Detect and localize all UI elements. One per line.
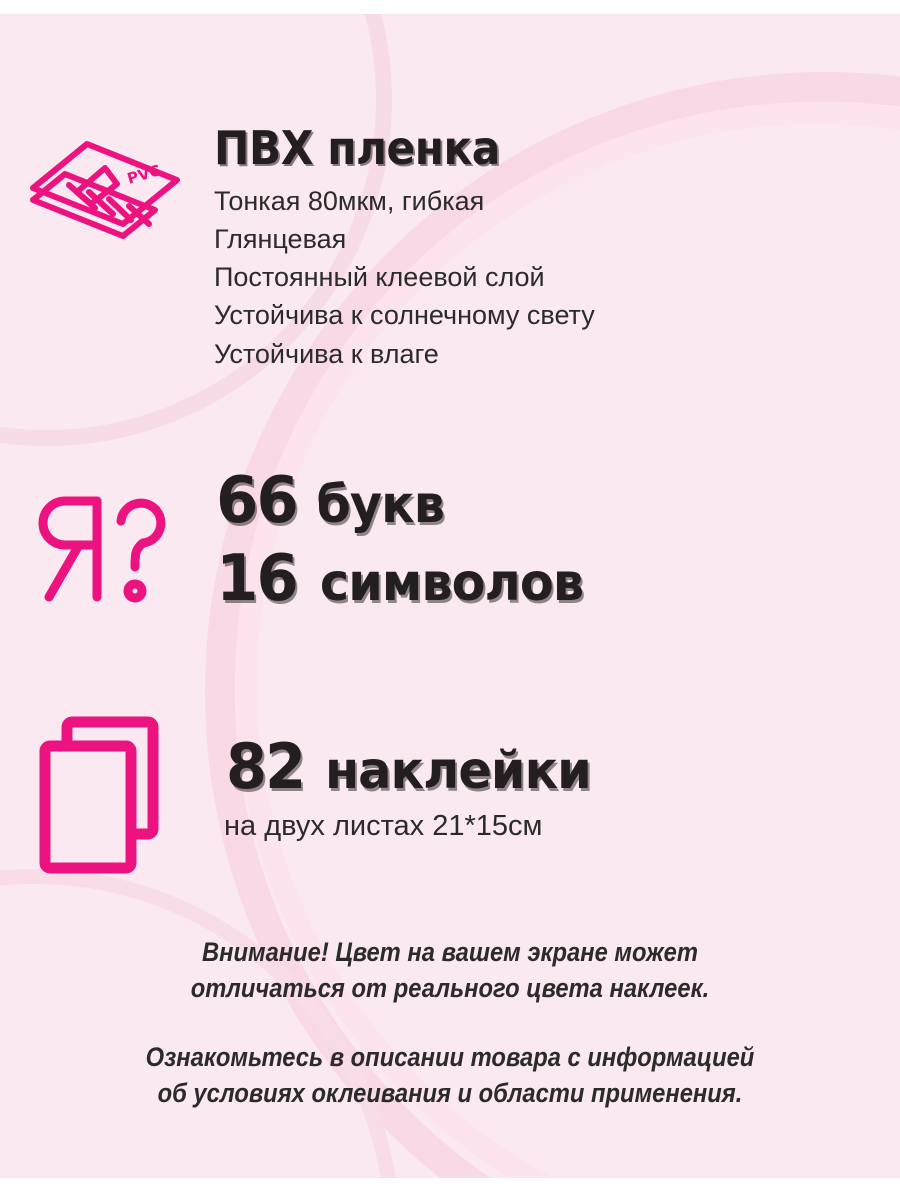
pvc-film-text: ПВХ пленка Тонкая 80мкм, гибкая Глянцева…	[210, 124, 900, 373]
feature-item: Постоянный клеевой слой	[214, 262, 545, 293]
count-word: букв	[316, 475, 445, 535]
notice-line: отличаться от реального цвета наклеек.	[190, 973, 710, 1004]
notice-line: об условиях оклеивания и области примене…	[157, 1078, 743, 1109]
feature-item: Устойчива к солнечному свету	[214, 300, 595, 331]
sticker-sheet-info: на двух листах 21*15см	[224, 810, 543, 842]
notice-line: Внимание! Цвет на вашем экране может	[201, 937, 699, 967]
count-word: символов	[319, 553, 584, 613]
count-number: 16	[216, 542, 299, 616]
feature-item: Устойчива к влаге	[214, 338, 439, 369]
sticker-count-word: наклейки	[325, 741, 592, 801]
sticker-count-line: 82 наклейки	[224, 736, 900, 798]
notice-line: Ознакомьтесь в описании товара с информа…	[145, 1042, 755, 1072]
description-hint-notice: Ознакомьтесь в описании товара с информа…	[54, 1039, 846, 1111]
pvc-sheets-icon-cell: PVC	[0, 124, 210, 242]
count-line-letters: 66 букв	[214, 469, 900, 533]
section-pvc-film: PVC ПВХ пленка Тонкая 80мкм, гибкая Глян…	[0, 124, 900, 373]
two-sheets-icon-cell	[0, 704, 210, 879]
pvc-icon-label: PVC	[125, 161, 162, 188]
letter-question-icon	[38, 496, 166, 603]
section-counts: 66 букв 16 символов	[0, 469, 900, 625]
stickers-text: 82 наклейки на двух листах 21*15см	[210, 704, 900, 843]
feature-item: Глянцевая	[214, 224, 347, 255]
count-number: 66	[216, 464, 299, 538]
letter-question-icon-cell	[0, 469, 210, 607]
page-title: ПВХ пленка	[214, 121, 500, 175]
poster-canvas: PVC ПВХ пленка Тонкая 80мкм, гибкая Глян…	[0, 14, 900, 1178]
pvc-sheets-icon: PVC	[30, 141, 180, 239]
feature-item: Тонкая 80мкм, гибкая	[214, 186, 485, 217]
counts-text: 66 букв 16 символов	[210, 469, 900, 625]
feature-list: Тонкая 80мкм, гибкая Глянцевая Постоянны…	[214, 182, 900, 372]
poster-content: PVC ПВХ пленка Тонкая 80мкм, гибкая Глян…	[0, 14, 900, 1178]
section-stickers: 82 наклейки на двух листах 21*15см	[0, 704, 900, 879]
color-warning-notice: Внимание! Цвет на вашем экране может отл…	[54, 934, 846, 1006]
count-line-symbols: 16 символов	[214, 547, 900, 611]
two-sheets-icon	[39, 716, 159, 874]
sticker-count-number: 82	[226, 730, 306, 803]
